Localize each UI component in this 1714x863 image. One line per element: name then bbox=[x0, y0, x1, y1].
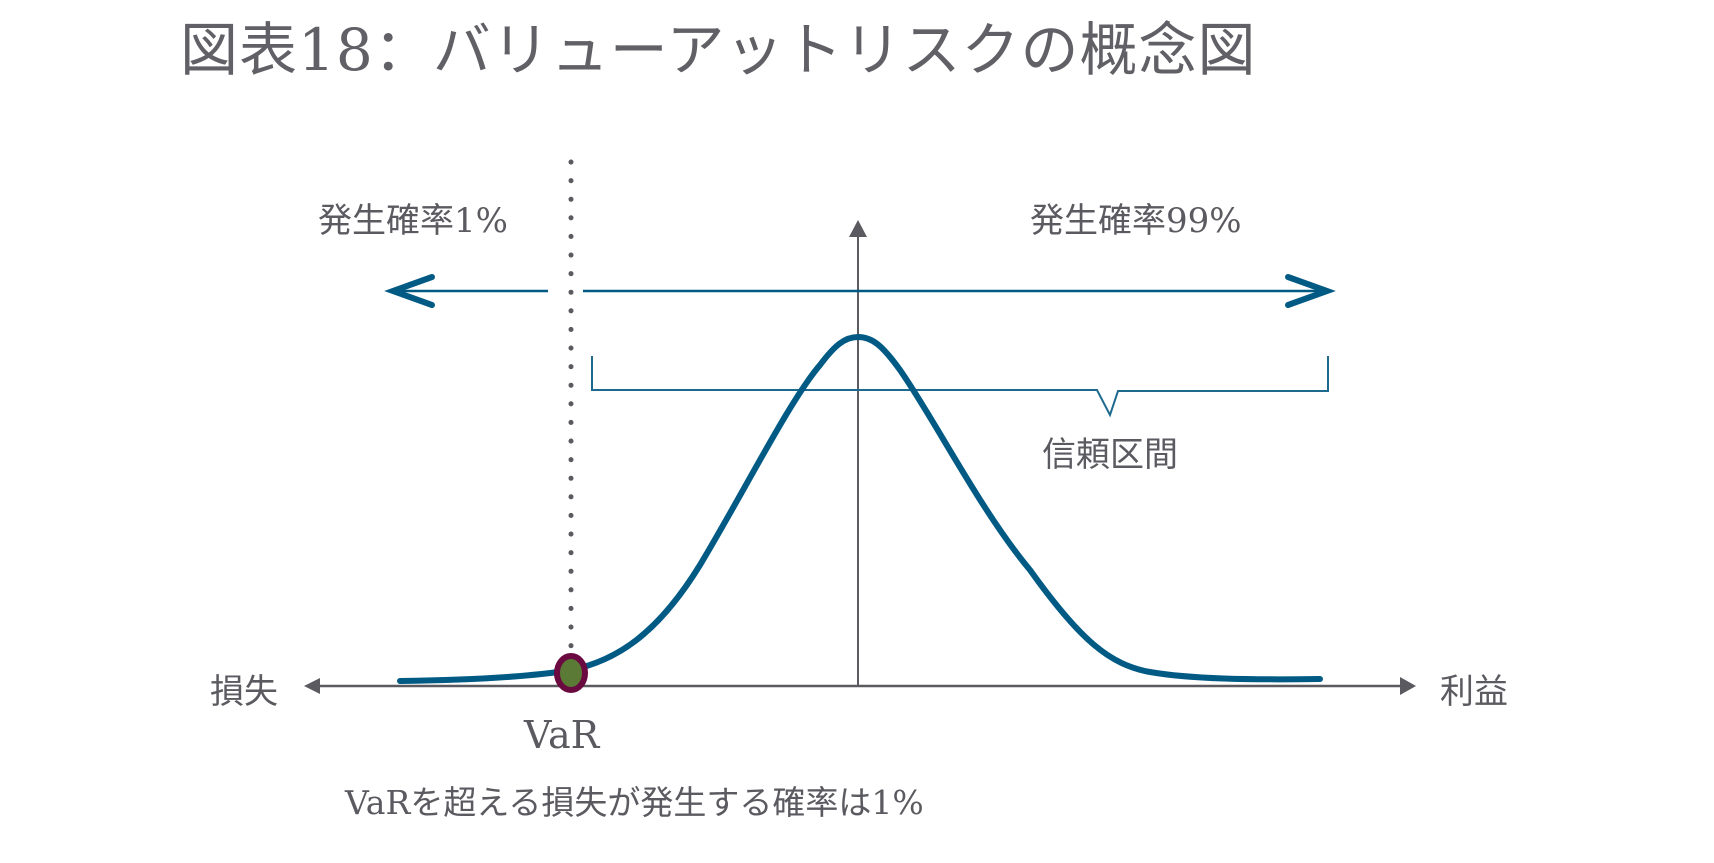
prob-arrow-right bbox=[583, 274, 1336, 308]
axis-arrow-left-icon bbox=[304, 678, 320, 694]
prob-arrow-left bbox=[384, 274, 548, 308]
prob-left-label: 発生確率1% bbox=[318, 201, 508, 241]
var-note: VaRを超える損失が発生する確率は1% bbox=[345, 783, 924, 822]
distribution-curve bbox=[397, 333, 1323, 684]
prob-right-label: 発生確率99% bbox=[1030, 201, 1242, 241]
y-axis bbox=[849, 220, 867, 686]
gain-axis-label: 利益 bbox=[1440, 672, 1508, 712]
page-title: 図表18：バリューアットリスクの概念図 bbox=[180, 16, 1257, 84]
axis-arrow-right-icon bbox=[1400, 677, 1416, 695]
arrow-left-icon bbox=[384, 274, 435, 308]
x-axis bbox=[304, 677, 1416, 695]
axis-arrow-up-icon bbox=[849, 220, 867, 237]
confidence-interval-label: 信頼区間 bbox=[1042, 435, 1178, 475]
loss-axis-label: 損失 bbox=[210, 672, 278, 712]
var-label: VaR bbox=[524, 713, 600, 757]
confidence-interval-bracket bbox=[591, 356, 1329, 418]
arrow-right-icon bbox=[1285, 274, 1336, 308]
var-marker bbox=[554, 653, 588, 693]
